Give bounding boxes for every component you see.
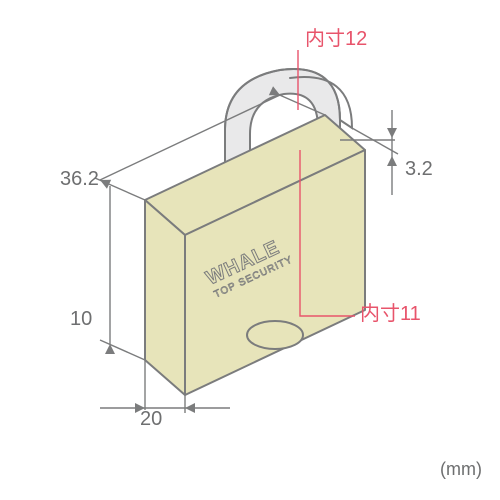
padlock-diagram: WHALETOP SECURITY36.210203.2内寸12内寸11(mm) xyxy=(0,0,500,500)
lock-front-face xyxy=(145,200,185,395)
annot-11-label: 内寸11 xyxy=(360,302,421,325)
keyhole xyxy=(247,321,303,349)
dim-10-label: 10 xyxy=(70,308,92,330)
unit-label: (mm) xyxy=(440,459,482,479)
dim-36_2-label: 36.2 xyxy=(60,168,99,190)
dim-20-label: 20 xyxy=(140,408,162,430)
dim-3_2-label: 3.2 xyxy=(405,158,433,180)
annot-12-label: 内寸12 xyxy=(305,27,367,50)
